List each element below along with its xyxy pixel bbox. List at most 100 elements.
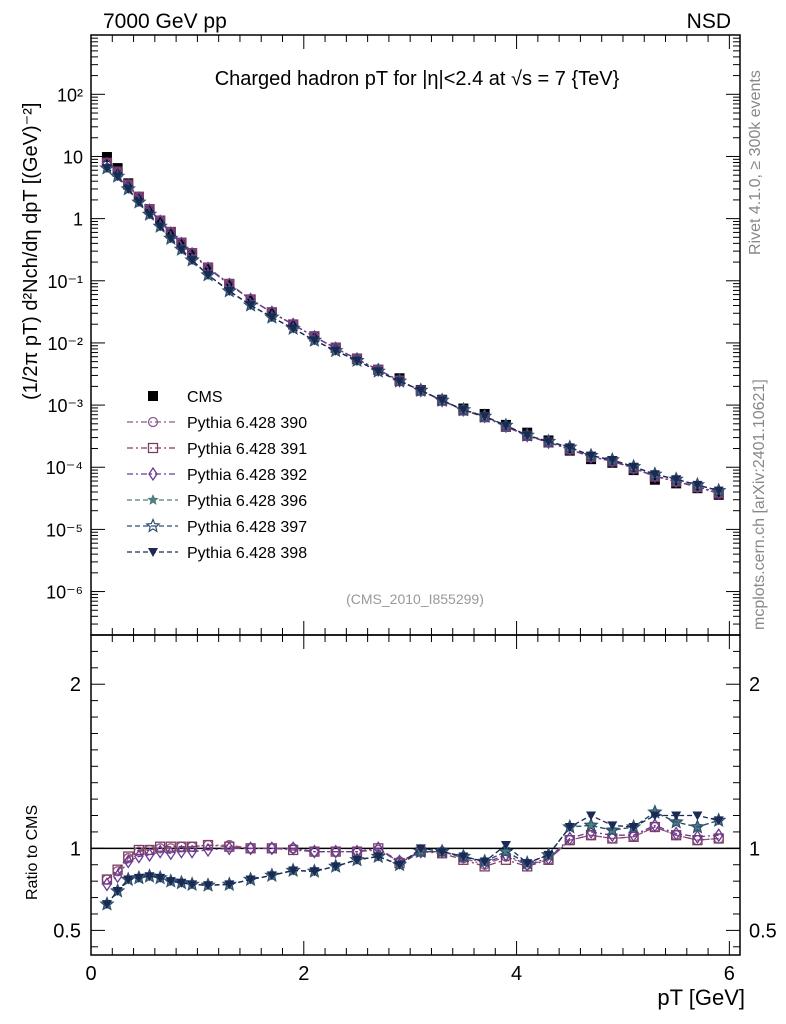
- main-data-point: [133, 198, 144, 208]
- legend-label: Pythia 6.428 391: [187, 441, 307, 458]
- ratio-data-point: [112, 864, 123, 875]
- ratio-data-point: [713, 828, 724, 843]
- ratio-data-point: [186, 841, 198, 852]
- x-axis-label: pT [GeV]: [657, 985, 745, 1010]
- ratio-data-point: [330, 844, 341, 859]
- main-data-point: [155, 222, 166, 232]
- ratio-data-point: [144, 872, 155, 882]
- ratio-data-series: [99, 804, 727, 911]
- main-data-point: [176, 245, 187, 255]
- main-data-point: [649, 470, 660, 480]
- y-tick-label: 10⁻⁴: [46, 458, 83, 478]
- main-data-point: [522, 431, 533, 441]
- ratio-data-point: [543, 850, 554, 860]
- legend-marker: [148, 391, 158, 401]
- legend-label: Pythia 6.428 398: [187, 545, 307, 562]
- y-tick-label: 10: [63, 147, 83, 167]
- main-data-point: [437, 396, 448, 406]
- main-data-point: [373, 367, 384, 377]
- main-data-point: [266, 313, 277, 323]
- ratio-data-point: [266, 871, 277, 881]
- main-data-point: [187, 256, 198, 266]
- ratio-y-tick-label-left: 1: [70, 838, 81, 860]
- ratio-data-point: [134, 849, 144, 864]
- legend-marker: [147, 494, 159, 505]
- ratio-data-point: [112, 869, 123, 884]
- ratio-data-point: [692, 829, 703, 845]
- ratio-data-point: [415, 844, 426, 854]
- legend-marker: [145, 517, 161, 533]
- ratio-data-point: [413, 843, 429, 859]
- legend-marker: [148, 548, 158, 557]
- main-plot-title: Charged hadron pT for |η|<2.4 at √s = 7 …: [215, 68, 620, 90]
- main-data-point: [330, 346, 341, 356]
- main-data-point: [112, 172, 123, 182]
- ratio-data-point: [500, 841, 511, 851]
- ratio-data-point: [288, 866, 299, 876]
- ratio-y-tick-label-right: 1: [749, 838, 760, 860]
- ratio-data-point: [689, 818, 706, 834]
- ratio-data-point: [668, 814, 684, 829]
- ratio-data-point: [144, 847, 155, 863]
- main-data-point: [586, 451, 597, 461]
- y-tick-label: 10⁻³: [47, 396, 83, 416]
- ratio-data-point: [628, 828, 639, 843]
- main-data-point: [165, 234, 176, 244]
- ratio-data-point: [123, 854, 134, 869]
- ratio-data-point: [437, 847, 448, 857]
- analysis-id-label: (CMS_2010_I855299): [346, 591, 484, 607]
- ratio-data-point: [309, 844, 320, 859]
- x-tick-label: 0: [85, 963, 96, 985]
- ratio-data-point: [692, 834, 703, 846]
- ratio-data-point: [373, 852, 384, 862]
- main-series-line: [106, 167, 719, 492]
- main-data-series: [99, 152, 727, 500]
- ratio-data-point: [458, 852, 469, 862]
- rivet-version-text: Rivet 4.1.0, ≥ 300k events: [747, 70, 764, 255]
- ratio-data-point: [224, 880, 235, 890]
- ratio-data-point: [628, 823, 639, 832]
- header-right: NSD: [687, 10, 731, 33]
- ratio-y-tick-label-left: 0.5: [53, 920, 81, 942]
- main-data-point: [479, 412, 490, 422]
- ratio-data-point: [713, 833, 724, 844]
- ratio-data-point: [351, 855, 362, 865]
- ratio-data-point: [187, 844, 197, 859]
- ratio-data-point: [522, 859, 533, 869]
- main-data-point: [671, 475, 682, 485]
- ratio-plot-frame: [90, 634, 741, 956]
- ratio-data-point: [309, 867, 320, 877]
- legend-label: Pythia 6.428 396: [187, 493, 307, 510]
- ratio-data-point: [586, 811, 597, 821]
- ratio-series-line: [106, 826, 719, 881]
- legend-label: CMS: [187, 389, 223, 406]
- legend-label: Pythia 6.428 392: [187, 467, 307, 484]
- ratio-data-point: [671, 811, 682, 821]
- ratio-data-point: [155, 844, 165, 859]
- main-data-point: [628, 462, 639, 472]
- main-data-point: [500, 421, 511, 431]
- ratio-data-point: [155, 873, 166, 883]
- ratio-data-point: [176, 878, 187, 888]
- main-data-point: [245, 301, 256, 311]
- ratio-data-point: [101, 900, 112, 910]
- ratio-data-point: [713, 816, 724, 826]
- y-tick-label: 10²: [57, 85, 83, 105]
- legend-label: Pythia 6.428 390: [187, 415, 307, 432]
- ratio-data-point: [245, 841, 256, 856]
- ratio-data-point: [607, 833, 618, 844]
- ratio-data-point: [166, 846, 176, 861]
- ratio-data-point: [144, 844, 155, 856]
- main-data-point: [144, 210, 155, 220]
- header-left: 7000 GeV pp: [103, 10, 227, 33]
- main-data-point: [203, 270, 214, 280]
- ratio-data-point: [583, 817, 599, 832]
- ratio-data-point: [165, 841, 176, 852]
- main-data-point: [309, 336, 320, 346]
- ratio-data-point: [330, 862, 341, 872]
- main-data-point: [394, 377, 405, 387]
- y-tick-label: 10⁻²: [47, 334, 83, 354]
- ratio-y-tick-label-right: 2: [749, 674, 760, 696]
- main-y-axis-label: (1/2π pT) d²Nch/dη dpT [(GeV)⁻²]: [20, 103, 42, 400]
